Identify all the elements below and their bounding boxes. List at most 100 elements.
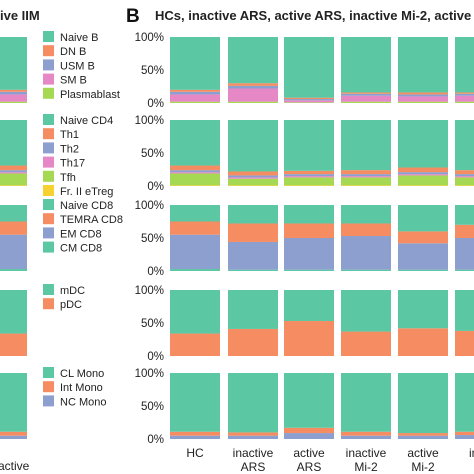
- legend-label-usm-b: USM B: [60, 60, 95, 72]
- bar-hc-sm-b: [170, 94, 220, 102]
- bar-active-ars-th1: [284, 170, 334, 175]
- legend-label-naive-b: Naive B: [60, 32, 99, 44]
- panel-a-stub-naive-cd8: [0, 205, 27, 222]
- bar-inac-naive-cd4: [455, 120, 474, 171]
- legend-label-dn-b: DN B: [60, 46, 86, 58]
- legend-label-tfh: Tfh: [60, 172, 76, 184]
- bar-active-ars-temra-cd8: [284, 223, 334, 238]
- bar-inactive-ars-usm-b: [228, 85, 278, 89]
- legend-label-nc-mono: NC Mono: [60, 396, 106, 408]
- bar-inactive-ars-tfh: [228, 178, 278, 186]
- bar-active-ars-mdc: [284, 290, 334, 322]
- legend-label-temra-cd8: TEMRA CD8: [60, 214, 123, 226]
- legend-swatch-usm-b: [43, 59, 54, 71]
- legend-swatch-naive-cd8: [43, 199, 54, 210]
- bar-inactive-mi-2-pdc: [341, 331, 391, 356]
- y-tick-label: 50%: [141, 233, 164, 245]
- bar-active-ars-naive-cd8: [284, 205, 334, 224]
- bar-active-mi-2-th17: [398, 174, 448, 176]
- chart-row-5: 0% 50% 100%: [135, 368, 474, 446]
- bar-inactive-ars-dn-b: [228, 83, 278, 86]
- y-tick-label: 100%: [135, 32, 164, 44]
- legend-swatch-tfh: [43, 170, 54, 182]
- panel-a-stub-plasmablast: [0, 101, 27, 103]
- bar-hc-cl-mono: [170, 373, 220, 432]
- bar-active-ars-cm-cd8: [284, 269, 334, 271]
- legend-label-mdc: mDC: [60, 285, 85, 297]
- x-tick-label: active: [293, 446, 325, 460]
- y-tick-label: 100%: [135, 200, 164, 212]
- bar-hc-naive-cd4: [170, 120, 220, 166]
- legend-label-naive-cd4: Naive CD4: [60, 115, 113, 127]
- bar-inactive-mi-2-tfh: [341, 177, 391, 186]
- bar-inac-th2: [455, 174, 474, 177]
- panel-a-stub-sm-b: [0, 94, 27, 102]
- bar-active-mi-2-tfh: [398, 175, 448, 186]
- bar-inactive-ars-naive-cd8: [228, 205, 278, 224]
- panel-a-title: ive IIM: [0, 8, 40, 23]
- legend-swatch-th1: [43, 128, 54, 140]
- bar-active-mi-2-cm-cd8: [398, 269, 448, 271]
- panel-a-stub-tfh: [0, 173, 27, 186]
- bar-active-ars-naive-cd4: [284, 120, 334, 171]
- bar-inac-cm-cd8: [455, 269, 474, 271]
- chart-row-4: 0% 50% 100%: [135, 285, 474, 363]
- bar-hc-cm-cd8: [170, 269, 220, 271]
- bar-hc-naive-b: [170, 37, 220, 90]
- bar-hc-usm-b: [170, 91, 220, 95]
- bar-active-mi-2-nc-mono: [398, 435, 448, 439]
- y-tick-label: 0%: [147, 98, 164, 110]
- bar-inactive-mi-2-th1: [341, 170, 391, 175]
- legend-swatch-fr-ii-etreg: [43, 185, 54, 196]
- bar-inac-pdc: [455, 330, 474, 356]
- bar-active-mi-2-naive-cd4: [398, 120, 448, 168]
- legend-swatch-th17: [43, 156, 54, 168]
- bar-active-mi-2-plasmablast: [398, 101, 448, 103]
- bar-inactive-ars-cm-cd8: [228, 269, 278, 271]
- bar-hc-pdc: [170, 333, 220, 356]
- bar-inac-nc-mono: [455, 435, 474, 439]
- panel-a-stub-th17: [0, 172, 27, 174]
- chart-row-3: 0% 50% 100%: [135, 200, 474, 278]
- y-tick-label: 0%: [147, 266, 164, 278]
- legend-row-2: Naive CD4 Th1 Th2 Th17 Tfh Fr. II eTreg: [43, 114, 113, 198]
- panel-a-stub-em-cd8: [0, 234, 27, 270]
- legend-swatch-cl-mono: [43, 367, 54, 378]
- bar-hc-th1: [170, 165, 220, 171]
- legend-label-em-cd8: EM CD8: [60, 228, 102, 240]
- bar-inac-th1: [455, 170, 474, 175]
- bar-inactive-ars-fr-ii-etreg: [228, 185, 278, 186]
- x-axis-labels: HC inactiveARSactiveARSinactiveMi-2active…: [186, 446, 474, 474]
- legend-row-4: mDC pDC: [43, 284, 85, 311]
- legend-swatch-naive-cd4: [43, 114, 54, 125]
- bar-inac-cl-mono: [455, 373, 474, 432]
- bar-inactive-mi-2-cl-mono: [341, 373, 391, 432]
- bar-inactive-ars-th1: [228, 171, 278, 176]
- bar-inactive-mi-2-sm-b: [341, 95, 391, 102]
- panel-a-stub-naive-b: [0, 37, 27, 90]
- panel-a-bar-stubs: [0, 37, 27, 439]
- legend-label-cm-cd8: CM CD8: [60, 243, 102, 255]
- x-tick-label: inactive: [346, 446, 387, 460]
- y-tick-label: 0%: [147, 434, 164, 446]
- legend-row-3: Naive CD8 TEMRA CD8 EM CD8 CM CD8: [43, 199, 123, 255]
- bar-inactive-mi-2-nc-mono: [341, 435, 391, 439]
- bar-hc-fr-ii-etreg: [170, 185, 220, 186]
- bar-inactive-mi-2-th2: [341, 174, 391, 177]
- panel-b-charts: 0% 50% 100% 0% 50% 100% 0% 50% 100% 0% 50% 100% 0% 50…: [135, 32, 474, 446]
- legend-swatch-nc-mono: [43, 395, 54, 407]
- bar-active-ars-th17: [284, 176, 334, 178]
- x-tick-label-line2: Mi-2: [411, 460, 435, 474]
- legend-label-cl-mono: CL Mono: [60, 368, 104, 380]
- bar-inactive-mi-2-em-cd8: [341, 236, 391, 270]
- x-tick-label: active: [407, 446, 439, 460]
- bar-hc-int-mono: [170, 431, 220, 436]
- panel-b-title: HCs, inactive ARS, active ARS, inactive …: [155, 8, 474, 23]
- bar-hc-plasmablast: [170, 101, 220, 103]
- legend-swatch-em-cd8: [43, 227, 54, 239]
- bar-hc-naive-cd8: [170, 205, 220, 222]
- bar-inactive-ars-sm-b: [228, 88, 278, 102]
- bar-inac-int-mono: [455, 431, 474, 436]
- bar-inac-th17: [455, 176, 474, 178]
- bar-active-ars-int-mono: [284, 427, 334, 434]
